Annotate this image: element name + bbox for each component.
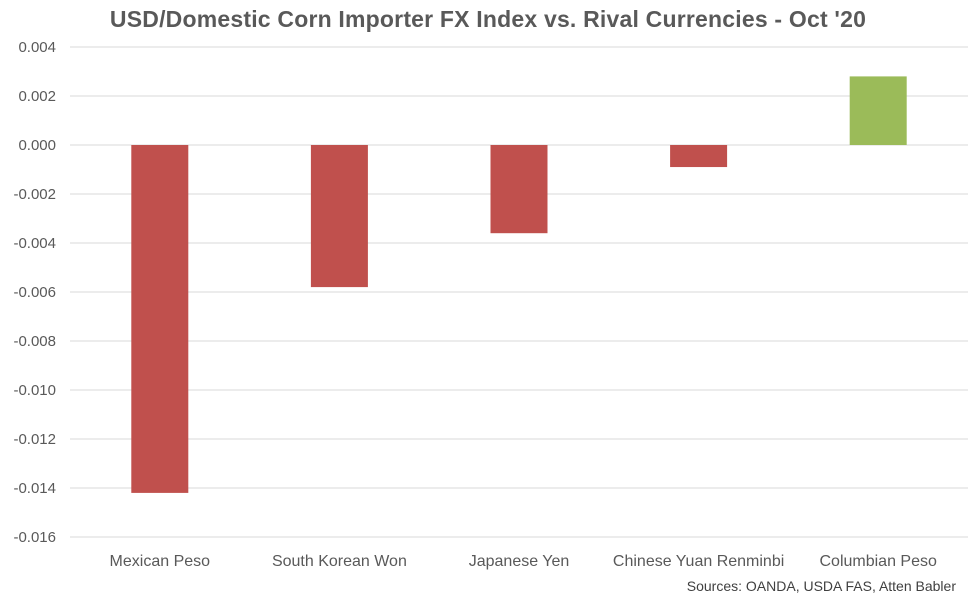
- y-tick-label: -0.012: [13, 431, 56, 448]
- x-category-label: South Korean Won: [272, 553, 407, 570]
- y-tick-label: -0.014: [13, 480, 56, 497]
- bar-columbian-peso: [849, 76, 907, 145]
- gridlines: [70, 46, 968, 538]
- x-axis-category-labels: Mexican Peso South Korean Won Japanese Yen…: [110, 553, 937, 570]
- source-note: Sources: OANDA, USDA FAS, Atten Babler: [686, 578, 956, 594]
- y-tick-label: 0.004: [18, 39, 56, 56]
- y-tick-label: -0.004: [13, 235, 56, 252]
- y-axis-tick-labels: 0.004 0.002 0.000 -0.002 -0.004 -0.006 -0.008 -…: [13, 39, 56, 546]
- y-tick-label: -0.010: [13, 382, 56, 399]
- x-category-label: Mexican Peso: [110, 553, 211, 570]
- bar-mexican-peso: [131, 145, 189, 493]
- y-tick-label: -0.008: [13, 333, 56, 350]
- bar-japanese-yen: [490, 145, 548, 234]
- y-tick-label: -0.006: [13, 284, 56, 301]
- y-tick-label: 0.000: [18, 137, 56, 154]
- y-tick-label: 0.002: [18, 88, 56, 105]
- y-tick-label: -0.002: [13, 186, 56, 203]
- bar-south-korean-won: [310, 145, 368, 288]
- bars: [131, 76, 907, 493]
- x-category-label: Columbian Peso: [819, 553, 937, 570]
- bar-chinese-yuan-renminbi: [670, 145, 728, 168]
- y-tick-label: -0.016: [13, 529, 56, 546]
- x-category-label: Chinese Yuan Renminbi: [613, 553, 784, 570]
- chart-title: USD/Domestic Corn Importer FX Index vs. …: [109, 6, 867, 32]
- x-category-label: Japanese Yen: [469, 553, 570, 570]
